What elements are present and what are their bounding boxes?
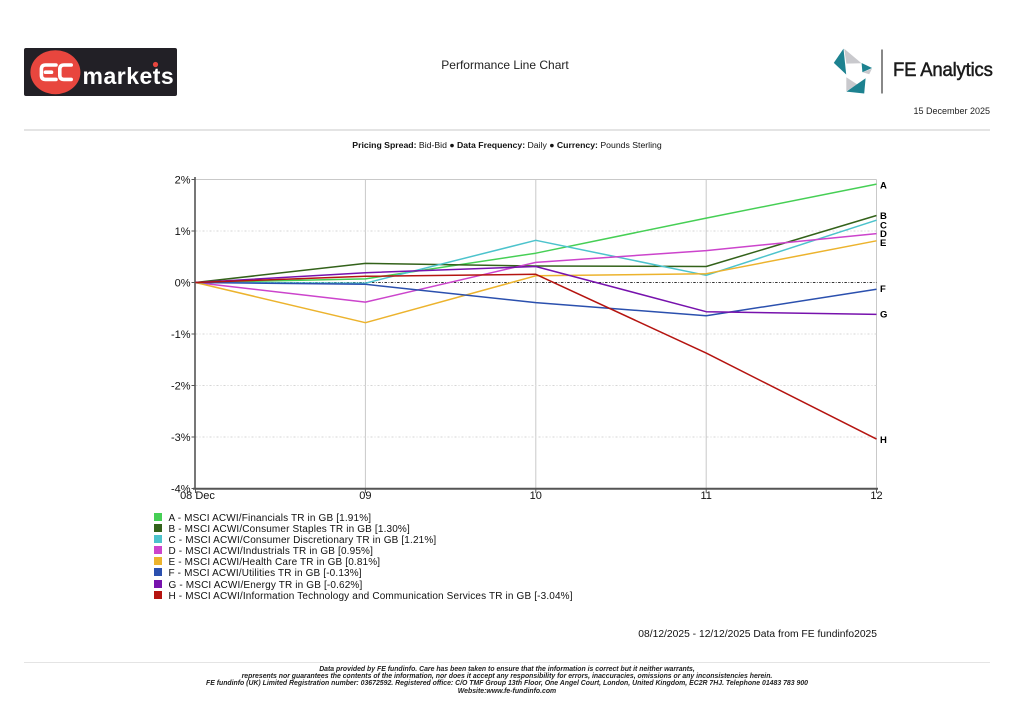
- svg-text:0%: 0%: [175, 278, 191, 290]
- svg-text:10: 10: [530, 490, 542, 502]
- svg-text:E: E: [880, 238, 886, 249]
- svg-text:11: 11: [700, 490, 711, 502]
- svg-text:B: B: [880, 211, 887, 222]
- svg-text:12: 12: [870, 490, 882, 502]
- svg-text:-3%: -3%: [171, 432, 191, 444]
- svg-text:09: 09: [359, 490, 371, 502]
- svg-text:A: A: [880, 181, 887, 192]
- svg-text:1%: 1%: [175, 226, 191, 238]
- svg-text:G: G: [880, 310, 887, 321]
- svg-text:H: H: [880, 435, 887, 446]
- svg-text:-1%: -1%: [171, 329, 191, 341]
- svg-text:-4%: -4%: [171, 484, 191, 496]
- svg-text:D: D: [880, 229, 887, 240]
- svg-text:C: C: [880, 221, 887, 232]
- svg-text:F: F: [880, 284, 886, 295]
- svg-text:08 Dec: 08 Dec: [180, 490, 215, 502]
- svg-text:-2%: -2%: [171, 381, 191, 393]
- svg-text:2%: 2%: [175, 175, 191, 187]
